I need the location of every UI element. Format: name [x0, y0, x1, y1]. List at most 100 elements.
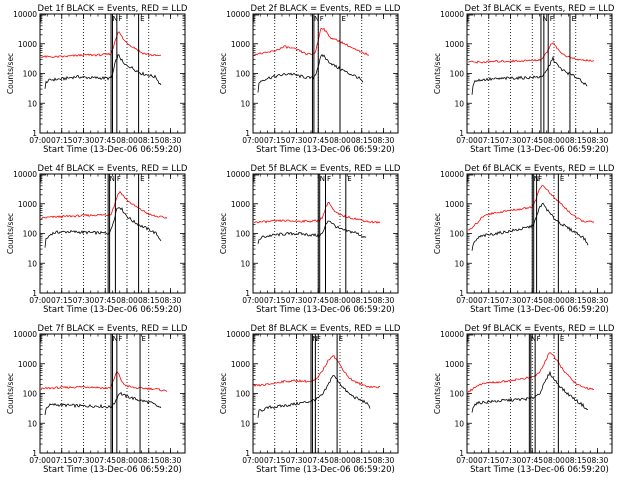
corner-mark-f: F [118, 335, 122, 343]
corner-mark-n: N [534, 175, 539, 183]
x-tick-label: 07:15 [478, 456, 500, 465]
x-tick-label: 08:00 [329, 456, 351, 465]
x-tick-label: 08:00 [116, 136, 138, 145]
plot-frame [39, 173, 186, 294]
corner-bracket [40, 14, 46, 22]
x-tick-label: 08:30 [587, 136, 609, 145]
y-axis-label: Counts/sec [433, 213, 442, 254]
corner-bracket [467, 334, 473, 342]
corner-bracket [467, 14, 473, 22]
y-tick-label: 10000 [13, 170, 37, 179]
x-axis-label: Start Time (13-Dec-06 06:59:20) [43, 305, 182, 315]
y-tick-label: 1000 [231, 40, 250, 49]
y-tick-label: 1000 [445, 360, 464, 369]
y-tick-label: 100 [236, 230, 251, 239]
lld-series-line [40, 31, 162, 59]
chart-title: Det 1f BLACK = Events, RED = LLD [38, 4, 188, 14]
y-axis-label: Counts/sec [219, 213, 228, 254]
chart-title: Det 6f BLACK = Events, RED = LLD [465, 164, 615, 174]
corner-mark-n: N [113, 335, 118, 343]
chart-title: Det 8f BLACK = Events, RED = LLD [251, 324, 401, 334]
corner-mark-e: E [342, 15, 346, 23]
plot-frame [466, 173, 613, 294]
corner-bracket [253, 334, 259, 342]
y-tick-label: 10000 [226, 170, 250, 179]
y-tick-label: 100 [23, 390, 38, 399]
y-tick-label: 10 [454, 99, 464, 108]
x-tick-label: 07:15 [51, 136, 73, 145]
x-tick-label: 07:30 [500, 296, 522, 305]
x-tick-label: 08:00 [329, 296, 351, 305]
x-tick-label: 08:00 [543, 296, 565, 305]
corner-mark-f: F [327, 175, 331, 183]
y-tick-label: 10 [27, 419, 37, 428]
corner-mark-f: F [550, 15, 554, 23]
events-series-line [257, 53, 364, 93]
corner-mark-f: F [537, 335, 541, 343]
corner-mark-n: N [313, 335, 318, 343]
y-tick-label: 1 [32, 449, 37, 458]
chart-title: Det 5f BLACK = Events, RED = LLD [251, 164, 401, 174]
x-tick-label: 07:15 [51, 296, 73, 305]
x-axis-label: Start Time (13-Dec-06 06:59:20) [43, 465, 182, 475]
corner-bracket [253, 14, 259, 22]
corner-mark-n: N [320, 175, 325, 183]
events-series-line [471, 370, 588, 413]
y-tick-label: 100 [450, 230, 465, 239]
x-tick-label: 07:15 [264, 136, 286, 145]
lld-series-line [253, 355, 381, 389]
x-tick-label: 07:00 [29, 296, 51, 305]
corner-mark-n: N [110, 175, 115, 183]
lld-series-line [253, 201, 381, 224]
y-tick-label: 10000 [440, 170, 464, 179]
corner-mark-f: F [320, 15, 324, 23]
chart-title: Det 3f BLACK = Events, RED = LLD [465, 4, 615, 14]
x-tick-label: 07:00 [456, 456, 478, 465]
y-tick-label: 1 [245, 129, 250, 138]
x-tick-label: 07:45 [307, 456, 329, 465]
y-tick-label: 100 [236, 70, 251, 79]
y-tick-label: 100 [450, 390, 465, 399]
lld-series-line [40, 190, 168, 219]
corner-mark-e: E [140, 175, 144, 183]
corner-bracket [40, 174, 46, 182]
y-tick-label: 10 [240, 419, 250, 428]
events-series-line [471, 55, 588, 95]
y-tick-label: 1000 [18, 360, 37, 369]
y-axis-label: Counts/sec [6, 373, 15, 414]
chart-title: Det 2f BLACK = Events, RED = LLD [251, 4, 401, 14]
y-axis-label: Counts/sec [219, 373, 228, 414]
y-tick-label: 1 [459, 129, 464, 138]
x-tick-label: 08:30 [373, 456, 395, 465]
y-tick-label: 10 [240, 99, 250, 108]
corner-mark-n: N [542, 15, 547, 23]
y-tick-label: 10000 [13, 10, 37, 19]
y-tick-label: 1 [32, 289, 37, 298]
x-tick-label: 07:30 [286, 136, 308, 145]
x-tick-label: 08:15 [138, 456, 160, 465]
x-tick-label: 07:45 [94, 296, 116, 305]
x-tick-label: 08:15 [565, 456, 587, 465]
x-tick-label: 08:15 [138, 296, 160, 305]
x-tick-label: 08:30 [160, 456, 182, 465]
x-tick-label: 08:30 [160, 296, 182, 305]
y-tick-label: 100 [23, 230, 38, 239]
y-tick-label: 10000 [13, 330, 37, 339]
corner-mark-e: E [339, 335, 343, 343]
corner-mark-n: N [314, 15, 319, 23]
y-axis-label: Counts/sec [433, 373, 442, 414]
chart-title: Det 9f BLACK = Events, RED = LLD [465, 324, 615, 334]
corner-mark-e: E [560, 335, 564, 343]
chart-title: Det 7f BLACK = Events, RED = LLD [38, 324, 188, 334]
x-axis-label: Start Time (13-Dec-06 06:59:20) [256, 305, 395, 315]
y-tick-label: 1000 [231, 360, 250, 369]
x-axis-label: Start Time (13-Dec-06 06:59:20) [43, 145, 182, 155]
x-axis-label: Start Time (13-Dec-06 06:59:20) [470, 145, 609, 155]
corner-mark-e: E [140, 15, 144, 23]
events-series-line [44, 391, 162, 416]
